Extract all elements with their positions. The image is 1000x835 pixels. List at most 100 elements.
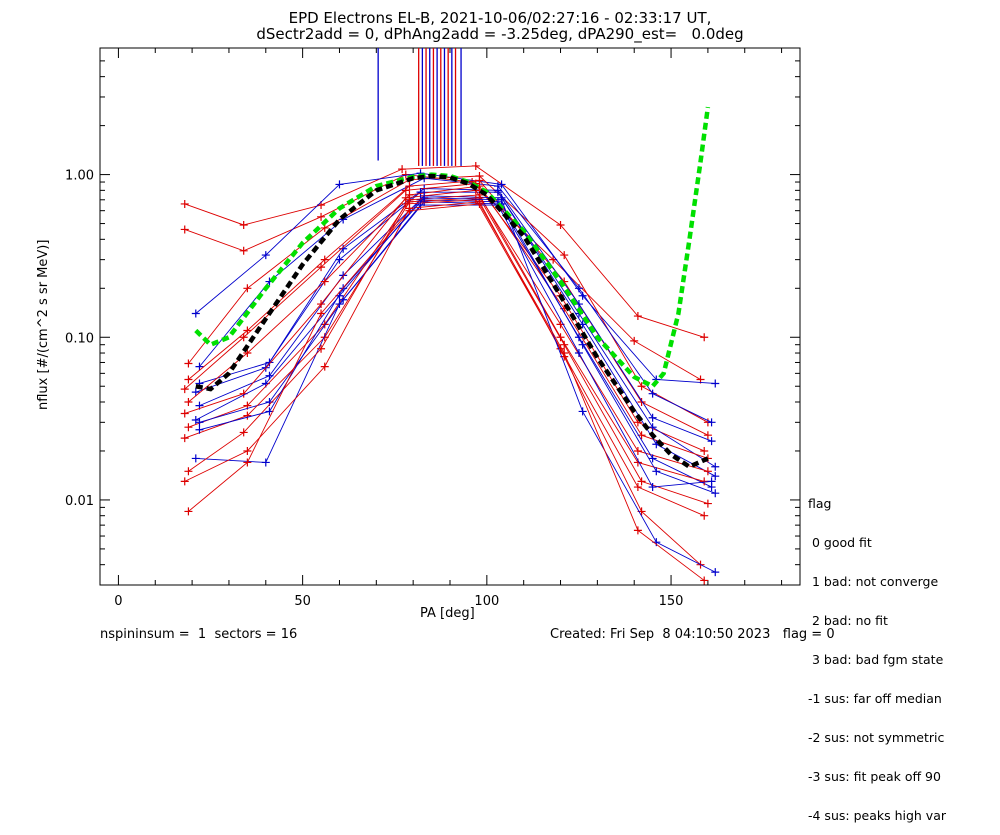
data-point [711, 379, 720, 388]
data-point [184, 507, 193, 516]
data-point [320, 362, 329, 371]
data-point [700, 511, 709, 520]
data-point [560, 340, 569, 349]
data-point [630, 336, 639, 345]
data-point [261, 251, 270, 260]
data-point [703, 467, 712, 476]
data-point [497, 195, 506, 204]
data-point [320, 255, 329, 264]
chart-title-line1: EPD Electrons EL-B, 2021-10-06/02:27:16 … [288, 9, 712, 27]
x-tick-label: 150 [659, 594, 684, 609]
data-point [239, 428, 248, 437]
data-point [191, 309, 200, 318]
data-point [405, 206, 414, 215]
data-series-line [188, 194, 705, 482]
data-series-line [184, 165, 705, 338]
data-series-line [195, 172, 716, 384]
legend-title: flag [808, 496, 832, 511]
data-point [648, 483, 657, 492]
y-tick-label: 0.01 [65, 494, 94, 509]
data-point [560, 349, 569, 358]
data-point [180, 199, 189, 208]
chart-canvas: 0 50 100 150 0.01 0.10 1.00 [65, 47, 801, 609]
legend-item: 3 bad: bad fgm state [808, 652, 944, 667]
x-tick-label: 100 [474, 594, 499, 609]
data-point [239, 246, 248, 255]
data-point [191, 388, 200, 397]
legend-item: 0 good fit [808, 535, 872, 550]
legend-item: -3 sus: fit peak off 90 [808, 769, 941, 784]
data-point [261, 458, 270, 467]
data-point [191, 454, 200, 463]
y-tick-label: 1.00 [65, 169, 94, 184]
data-point [574, 349, 583, 358]
data-point [180, 385, 189, 394]
data-point [493, 188, 502, 197]
data-series-line [188, 185, 709, 459]
data-point [700, 446, 709, 455]
y-tick-label: 0.10 [65, 331, 94, 346]
footer-left: nspininsum = 1 sectors = 16 [100, 627, 298, 642]
data-series-line [184, 189, 709, 472]
data-point [243, 446, 252, 455]
data-point [320, 277, 329, 286]
data-point [239, 333, 248, 342]
data-point [243, 284, 252, 293]
data-point [711, 568, 720, 577]
data-series-line [184, 197, 709, 504]
data-point [243, 349, 252, 358]
data-point [184, 359, 193, 368]
plot-frame [99, 47, 801, 586]
data-point [471, 161, 480, 170]
x-tick-label: 50 [294, 594, 311, 609]
data-series-line [188, 203, 705, 581]
data-series-line [195, 204, 712, 488]
data-point [574, 284, 583, 293]
data-point [184, 423, 193, 432]
data-point [700, 333, 709, 342]
legend-item: -4 sus: peaks high var [808, 808, 947, 823]
data-point [195, 362, 204, 371]
data-point [648, 413, 657, 422]
data-point [180, 434, 189, 443]
data-point [633, 526, 642, 535]
data-point [339, 244, 348, 253]
data-point [703, 499, 712, 508]
legend-item: -1 sus: far off median [808, 691, 942, 706]
data-point [416, 188, 425, 197]
fit-curve-black [195, 173, 709, 470]
data-point [317, 309, 326, 318]
data-point [195, 425, 204, 434]
data-point [239, 220, 248, 229]
data-point [711, 489, 720, 498]
data-point [398, 165, 407, 174]
data-point [637, 477, 646, 486]
legend-item: 2 bad: no fit [808, 613, 888, 628]
data-point [335, 255, 344, 264]
data-point [556, 333, 565, 342]
data-point [317, 263, 326, 272]
legend-item: 1 bad: not converge [808, 574, 939, 589]
data-point [335, 300, 344, 309]
footer-right: Created: Fri Sep 8 04:10:50 2023 flag = … [550, 627, 835, 642]
data-point [243, 411, 252, 420]
data-series-line [199, 197, 716, 573]
data-point [195, 418, 204, 427]
data-point [556, 220, 565, 229]
data-point [648, 454, 657, 463]
data-point [405, 182, 414, 191]
data-series-line [199, 201, 716, 494]
data-point [317, 300, 326, 309]
data-point [339, 271, 348, 280]
data-point [243, 326, 252, 335]
data-point [633, 446, 642, 455]
flag-legend: flag 0 good fit 1 bad: not converge 2 ba… [808, 471, 946, 835]
data-point [184, 375, 193, 384]
data-point [184, 397, 193, 406]
data-point [574, 333, 583, 342]
data-point [711, 472, 720, 481]
data-point [707, 477, 716, 486]
data-point [475, 199, 484, 208]
data-point [335, 180, 344, 189]
data-series-line [188, 199, 705, 517]
